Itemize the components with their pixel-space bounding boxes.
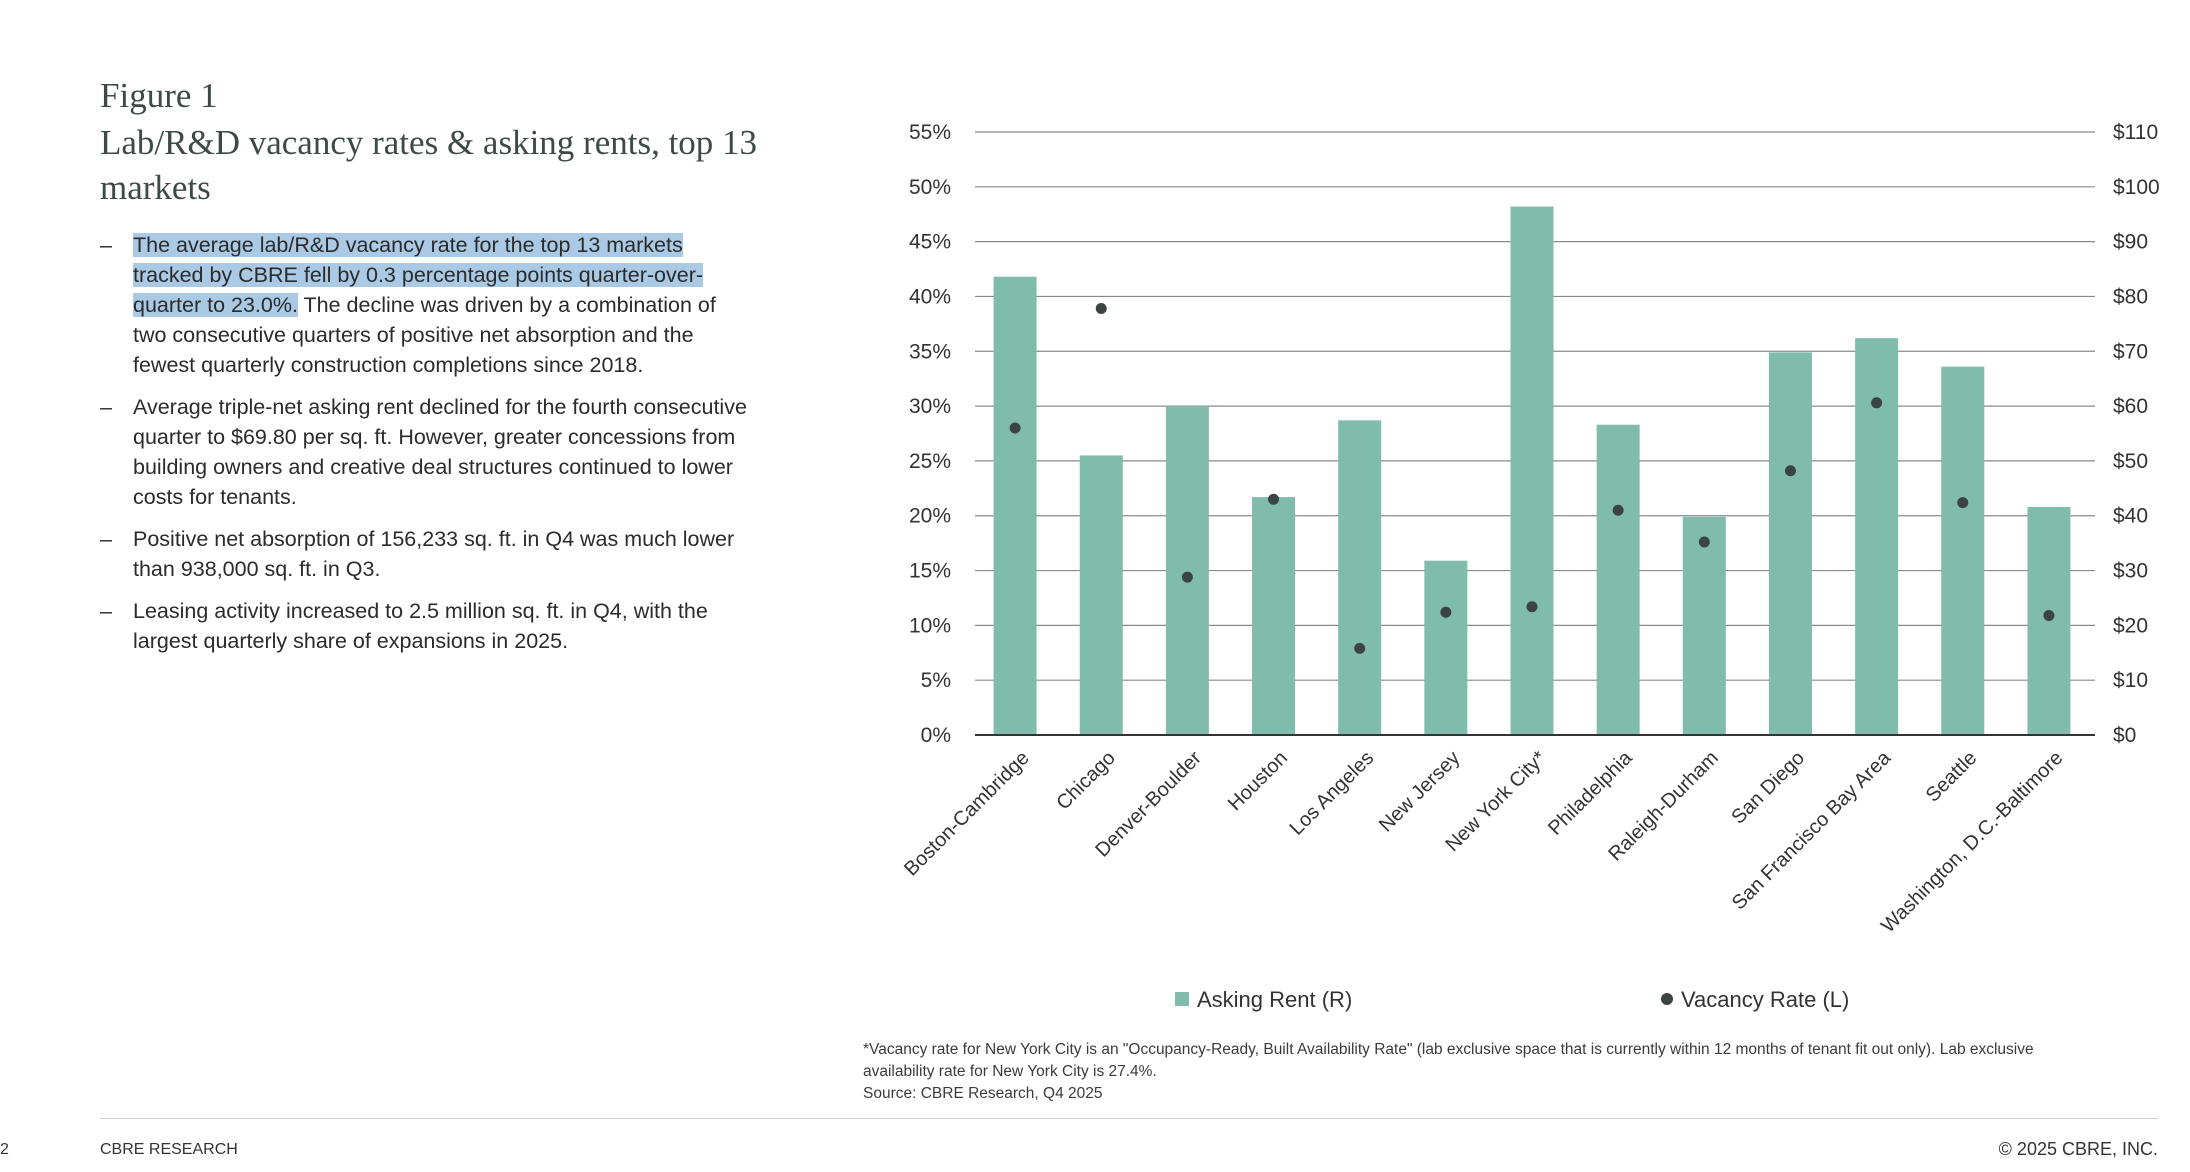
dot-vacancy-rate xyxy=(1612,504,1624,516)
right-axis-tick-label: $80 xyxy=(2113,285,2148,308)
right-axis-tick-label: $100 xyxy=(2113,176,2160,199)
left-axis-tick-label: 10% xyxy=(909,614,951,637)
dash-marker: – xyxy=(100,395,112,419)
right-axis-tick-label: $10 xyxy=(2113,669,2148,692)
dash-marker: – xyxy=(100,599,112,623)
bar-asking-rent xyxy=(993,276,1037,735)
bar-asking-rent xyxy=(1596,424,1640,735)
bar-asking-rent xyxy=(1252,497,1296,735)
footer-brand: CBRE RESEARCH xyxy=(100,1141,238,1158)
category-label: Philadelphia xyxy=(1544,746,1637,839)
dot-vacancy-rate xyxy=(1268,493,1280,505)
dot-vacancy-rate xyxy=(1095,303,1107,315)
left-axis-tick-label: 15% xyxy=(909,560,951,583)
left-axis-tick-label: 5% xyxy=(921,669,951,692)
chart-footnote: *Vacancy rate for New York City is an "O… xyxy=(863,1039,2103,1105)
dash-marker: – xyxy=(100,527,112,551)
dot-vacancy-rate xyxy=(1009,422,1021,434)
category-label: Washington, D.C.-Baltimore xyxy=(1877,747,2067,937)
category-label: Seattle xyxy=(1922,747,1982,807)
key-points-list: – The average lab/R&D vacancy rate for th… xyxy=(100,230,750,668)
right-axis-tick-label: $70 xyxy=(2113,340,2148,363)
figure-label: Figure 1 xyxy=(100,76,218,115)
bullet-item: – The average lab/R&D vacancy rate for th… xyxy=(100,230,750,380)
dot-vacancy-rate xyxy=(1957,497,1969,509)
bar-asking-rent xyxy=(1682,516,1726,735)
bar-asking-rent xyxy=(1768,352,1812,735)
left-axis-tick-label: 20% xyxy=(909,505,951,528)
left-axis-tick-label: 25% xyxy=(909,450,951,473)
category-label: San Diego xyxy=(1727,747,1809,829)
left-axis-tick-label: 35% xyxy=(909,340,951,363)
dot-vacancy-rate xyxy=(2043,609,2055,621)
right-axis-tick-label: $0 xyxy=(2113,724,2136,747)
bar-asking-rent xyxy=(1941,366,1985,735)
bullet-item: – Leasing activity increased to 2.5 milli… xyxy=(100,596,750,656)
chart-svg: 0% 5% 10% 15% 20% 25% 30% 35% 40% 45% 50% 55% $0 $10 $… xyxy=(900,121,2160,1012)
bullet-text[interactable]: Leasing activity increased to 2.5 millio… xyxy=(133,599,708,653)
dot-vacancy-rate xyxy=(1354,642,1366,654)
left-axis-tick-label: 55% xyxy=(909,121,951,144)
category-label: Houston xyxy=(1224,747,1292,815)
copyright-text: © 2025 CBRE, INC. xyxy=(1998,1139,2158,1159)
right-axis-tick-label: $110 xyxy=(2113,121,2158,144)
dot-vacancy-rate xyxy=(1698,536,1710,548)
footer-divider xyxy=(100,1118,2158,1119)
bar-asking-rent xyxy=(1079,455,1123,735)
bullet-text[interactable]: Average triple-net asking rent declined … xyxy=(133,395,747,509)
legend-swatch-vacancy-rate xyxy=(1661,993,1673,1005)
left-axis-tick-label: 50% xyxy=(909,176,951,199)
source-text: Source: CBRE Research, Q4 2025 xyxy=(863,1085,1103,1102)
category-label: Boston-Cambridge xyxy=(900,747,1033,880)
legend-label-asking-rent: Asking Rent (R) xyxy=(1197,987,1352,1012)
dot-vacancy-rate xyxy=(1181,571,1193,583)
left-axis-tick-label: 45% xyxy=(909,231,951,254)
dash-marker: – xyxy=(100,233,112,257)
bar-asking-rent xyxy=(1338,420,1382,735)
right-axis-tick-label: $40 xyxy=(2113,505,2148,528)
right-axis-tick-label: $50 xyxy=(2113,450,2148,473)
category-label: San Francisco Bay Area xyxy=(1728,746,1896,914)
footnote-text: *Vacancy rate for New York City is an "O… xyxy=(863,1041,2034,1080)
legend-label-vacancy-rate: Vacancy Rate (L) xyxy=(1681,987,1849,1012)
bullet-text[interactable]: The decline was driven by a combination … xyxy=(133,293,716,377)
bar-asking-rent xyxy=(1165,406,1209,735)
bullet-item: – Positive net absorption of 156,233 sq. … xyxy=(100,524,750,584)
bar-asking-rent xyxy=(1510,206,1554,735)
bullet-text[interactable]: Positive net absorption of 156,233 sq. f… xyxy=(133,527,735,581)
right-axis-tick-label: $30 xyxy=(2113,560,2148,583)
right-axis-tick-label: $20 xyxy=(2113,614,2148,637)
dot-vacancy-rate xyxy=(1526,601,1538,613)
category-label: Chicago xyxy=(1052,747,1119,814)
left-axis-tick-label: 40% xyxy=(909,285,951,308)
category-label: New Jersey xyxy=(1375,747,1464,836)
category-label: Los Angeles xyxy=(1286,747,1379,840)
page-number: 2 xyxy=(0,1141,9,1158)
legend-swatch-asking-rent xyxy=(1175,992,1189,1006)
bar-asking-rent xyxy=(1424,560,1468,735)
right-axis-tick-label: $60 xyxy=(2113,395,2148,418)
dot-vacancy-rate xyxy=(1784,465,1796,477)
dot-vacancy-rate xyxy=(1440,606,1452,618)
left-axis-tick-label: 0% xyxy=(921,724,951,747)
dot-vacancy-rate xyxy=(1871,397,1883,409)
left-axis-tick-label: 30% xyxy=(909,395,951,418)
bullet-item: – Average triple-net asking rent declined… xyxy=(100,392,750,512)
chart-title: Lab/R&D vacancy rates & asking rents, to… xyxy=(100,123,758,207)
right-axis-tick-label: $90 xyxy=(2113,231,2148,254)
